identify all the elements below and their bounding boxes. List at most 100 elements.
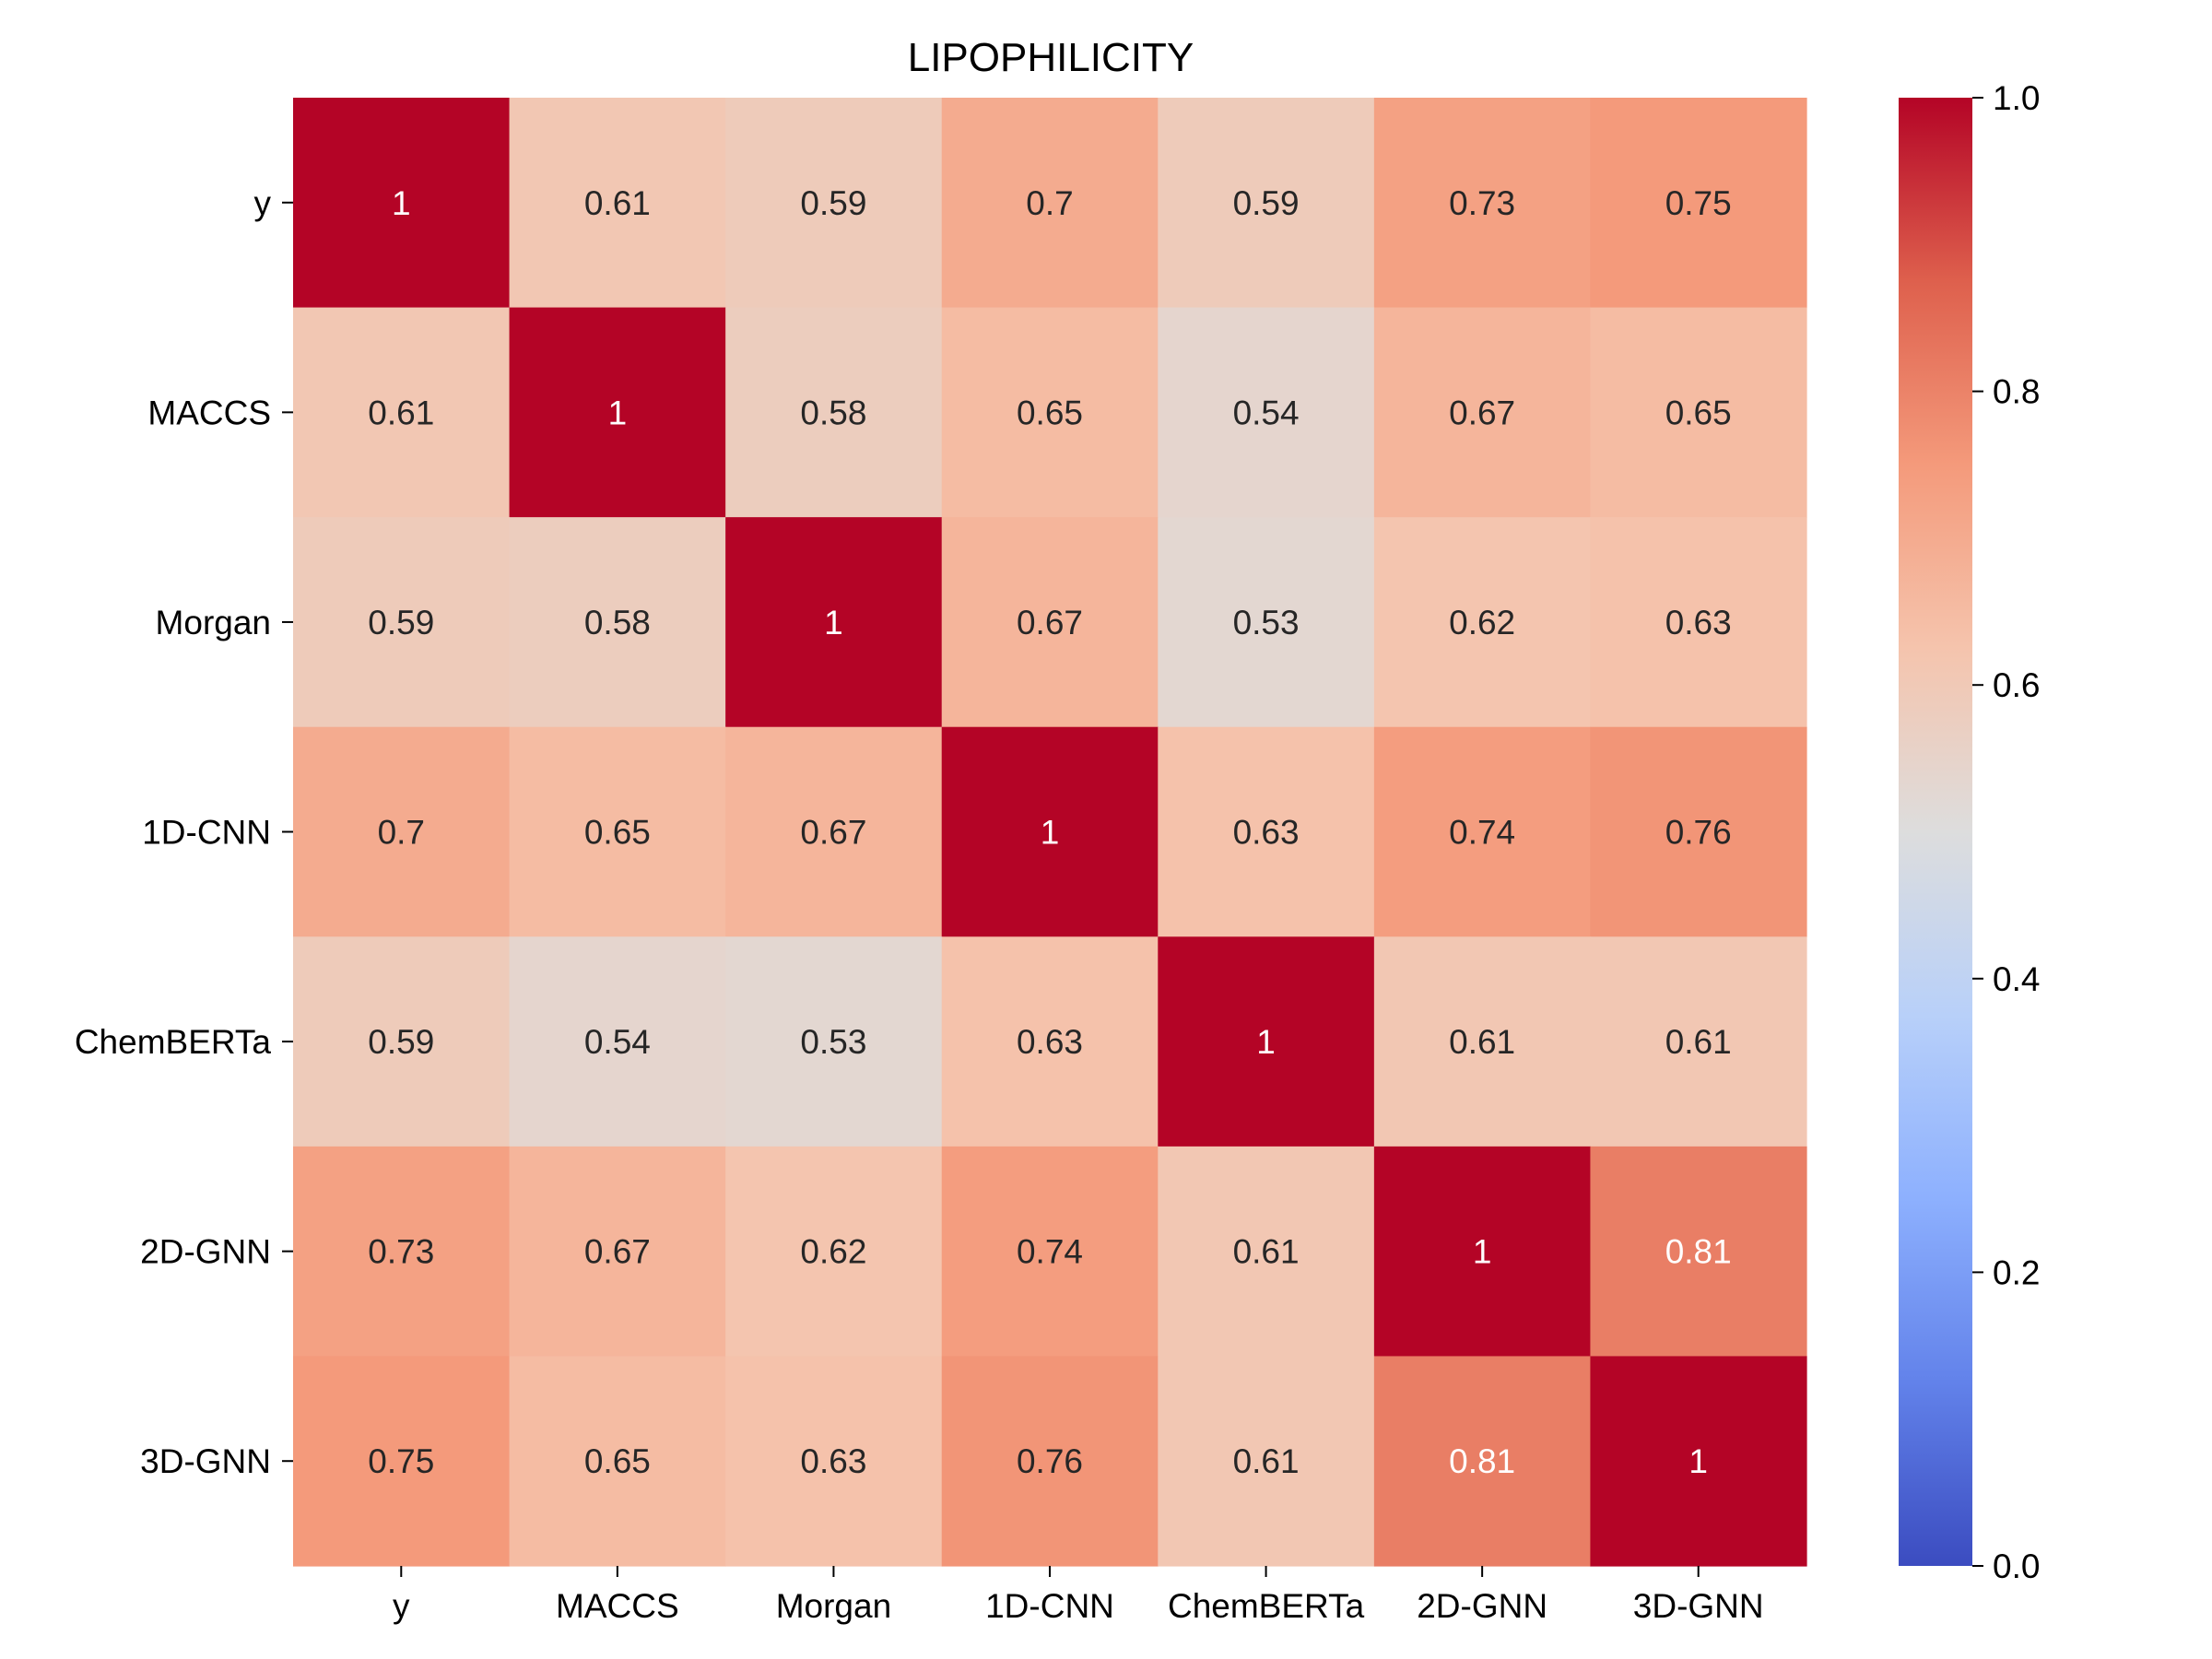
chart-title: LIPOPHILICITY (908, 35, 1194, 80)
cell-value-label: 0.54 (584, 1023, 651, 1061)
cell-value-label: 1 (392, 184, 411, 222)
y-tick-label: y (254, 184, 272, 222)
heatmap-cell (1158, 936, 1375, 1147)
cell-value-label: 1 (1473, 1233, 1492, 1271)
heatmap-cell (941, 517, 1159, 728)
heatmap-cell (509, 307, 726, 518)
heatmap-cell (509, 1356, 726, 1567)
cell-value-label: 0.62 (800, 1233, 866, 1271)
heatmap-cell (1373, 307, 1592, 518)
colorbar-tick-label: 0.0 (1993, 1547, 2040, 1585)
heatmap-cell (293, 1146, 511, 1358)
colorbar: 0.0 0.2 0.4 0.6 0.8 1.0 (1899, 79, 2040, 1585)
cell-value-label: 1 (1256, 1023, 1276, 1061)
y-tick-label: MACCS (147, 394, 271, 431)
y-tick-label: 3D-GNN (140, 1442, 271, 1480)
heatmap-cell (1158, 1146, 1375, 1358)
cell-value-label: 1 (824, 604, 843, 641)
cell-value-label: 0.7 (378, 814, 425, 852)
y-tick-label: ChemBERTa (75, 1023, 272, 1061)
cell-value-label: 0.61 (1665, 1023, 1732, 1061)
y-tick-label: 2D-GNN (140, 1233, 271, 1271)
x-tick-label: 3D-GNN (1633, 1587, 1764, 1625)
heatmap-cells (293, 98, 1807, 1567)
heatmap-cell (293, 517, 511, 728)
heatmap-cell (293, 936, 511, 1147)
heatmap-cell (1158, 726, 1375, 937)
cell-value-label: 0.61 (1449, 1023, 1515, 1061)
colorbar-tick-label: 0.2 (1993, 1253, 2040, 1291)
heatmap-cell (293, 1356, 511, 1567)
heatmap-cell (1158, 517, 1375, 728)
heatmap-cell (725, 936, 943, 1147)
heatmap-cell (293, 307, 511, 518)
cell-value-label: 0.67 (800, 814, 866, 852)
cell-value-label: 0.63 (1233, 814, 1300, 852)
x-tick-label: 1D-CNN (985, 1587, 1114, 1625)
heatmap-cell (509, 517, 726, 728)
y-axis: y MACCS Morgan 1D-CNN ChemBERTa 2D-GNN 3D-GNN (75, 184, 293, 1480)
colorbar-tick-label: 1.0 (1993, 79, 2040, 117)
heatmap-cell (941, 1356, 1159, 1567)
heatmap-cell (509, 1146, 726, 1358)
cell-value-label: 0.59 (800, 184, 866, 222)
cell-value-label: 1 (1041, 814, 1060, 852)
cell-value-label: 0.58 (584, 604, 651, 641)
cell-value-label: 0.53 (1233, 604, 1300, 641)
heatmap-cell (1158, 98, 1375, 309)
heatmap-cell (1373, 517, 1592, 728)
cell-value-label: 0.63 (1017, 1023, 1083, 1061)
cell-value-label: 0.61 (584, 184, 651, 222)
heatmap-cell (1590, 307, 1807, 518)
heatmap-cell (1373, 98, 1592, 309)
heatmap-cell (1158, 307, 1375, 518)
cell-value-label: 0.62 (1449, 604, 1515, 641)
colorbar-tick-label: 0.4 (1993, 960, 2040, 998)
cell-value-label: 0.7 (1026, 184, 1073, 222)
heatmap-cell (725, 1356, 943, 1567)
heatmap-cell (941, 726, 1159, 937)
heatmap-cell (1373, 936, 1592, 1147)
cell-value-label: 0.65 (584, 814, 651, 852)
heatmap-cell (725, 1146, 943, 1358)
cell-value-label: 0.53 (800, 1023, 866, 1061)
heatmap-cell (941, 936, 1159, 1147)
heatmap-cell (1590, 936, 1807, 1147)
cell-value-label: 0.73 (1449, 184, 1515, 222)
heatmap-cell (941, 307, 1159, 518)
cell-value-label: 0.73 (368, 1233, 434, 1271)
cell-value-label: 0.76 (1017, 1442, 1083, 1480)
heatmap-cell (941, 1146, 1159, 1358)
colorbar-gradient (1899, 98, 1972, 1566)
heatmap-cell (725, 98, 943, 309)
cell-value-label: 0.81 (1449, 1442, 1515, 1480)
cell-value-label: 0.59 (1233, 184, 1300, 222)
cell-value-label: 0.61 (1233, 1233, 1300, 1271)
heatmap-cell (941, 98, 1159, 309)
cell-value-label: 0.65 (1665, 394, 1732, 431)
cell-value-label: 1 (608, 394, 628, 431)
cell-value-label: 0.59 (368, 1023, 434, 1061)
cell-value-label: 0.63 (800, 1442, 866, 1480)
cell-value-label: 0.61 (368, 394, 434, 431)
cell-value-label: 0.54 (1233, 394, 1300, 431)
cell-value-label: 0.61 (1233, 1442, 1300, 1480)
heatmap-cell (509, 98, 726, 309)
x-tick-label: 2D-GNN (1417, 1587, 1547, 1625)
heatmap-cell (725, 726, 943, 937)
cell-value-label: 0.59 (368, 604, 434, 641)
cell-value-label: 0.65 (1017, 394, 1083, 431)
cell-value-label: 0.67 (584, 1233, 651, 1271)
cell-value-label: 0.58 (800, 394, 866, 431)
heatmap-cell (1590, 98, 1807, 309)
heatmap-cell (293, 726, 511, 937)
cell-value-label: 0.76 (1665, 814, 1732, 852)
heatmap-cell (1158, 1356, 1375, 1567)
x-axis: y MACCS Morgan 1D-CNN ChemBERTa 2D-GNN 3D-GNN (393, 1566, 1764, 1625)
cell-value-label: 0.67 (1017, 604, 1083, 641)
y-tick-label: 1D-CNN (142, 814, 271, 852)
heatmap-cell (1590, 726, 1807, 937)
heatmap-cell (1590, 1356, 1807, 1567)
cell-value-label: 0.75 (1665, 184, 1732, 222)
